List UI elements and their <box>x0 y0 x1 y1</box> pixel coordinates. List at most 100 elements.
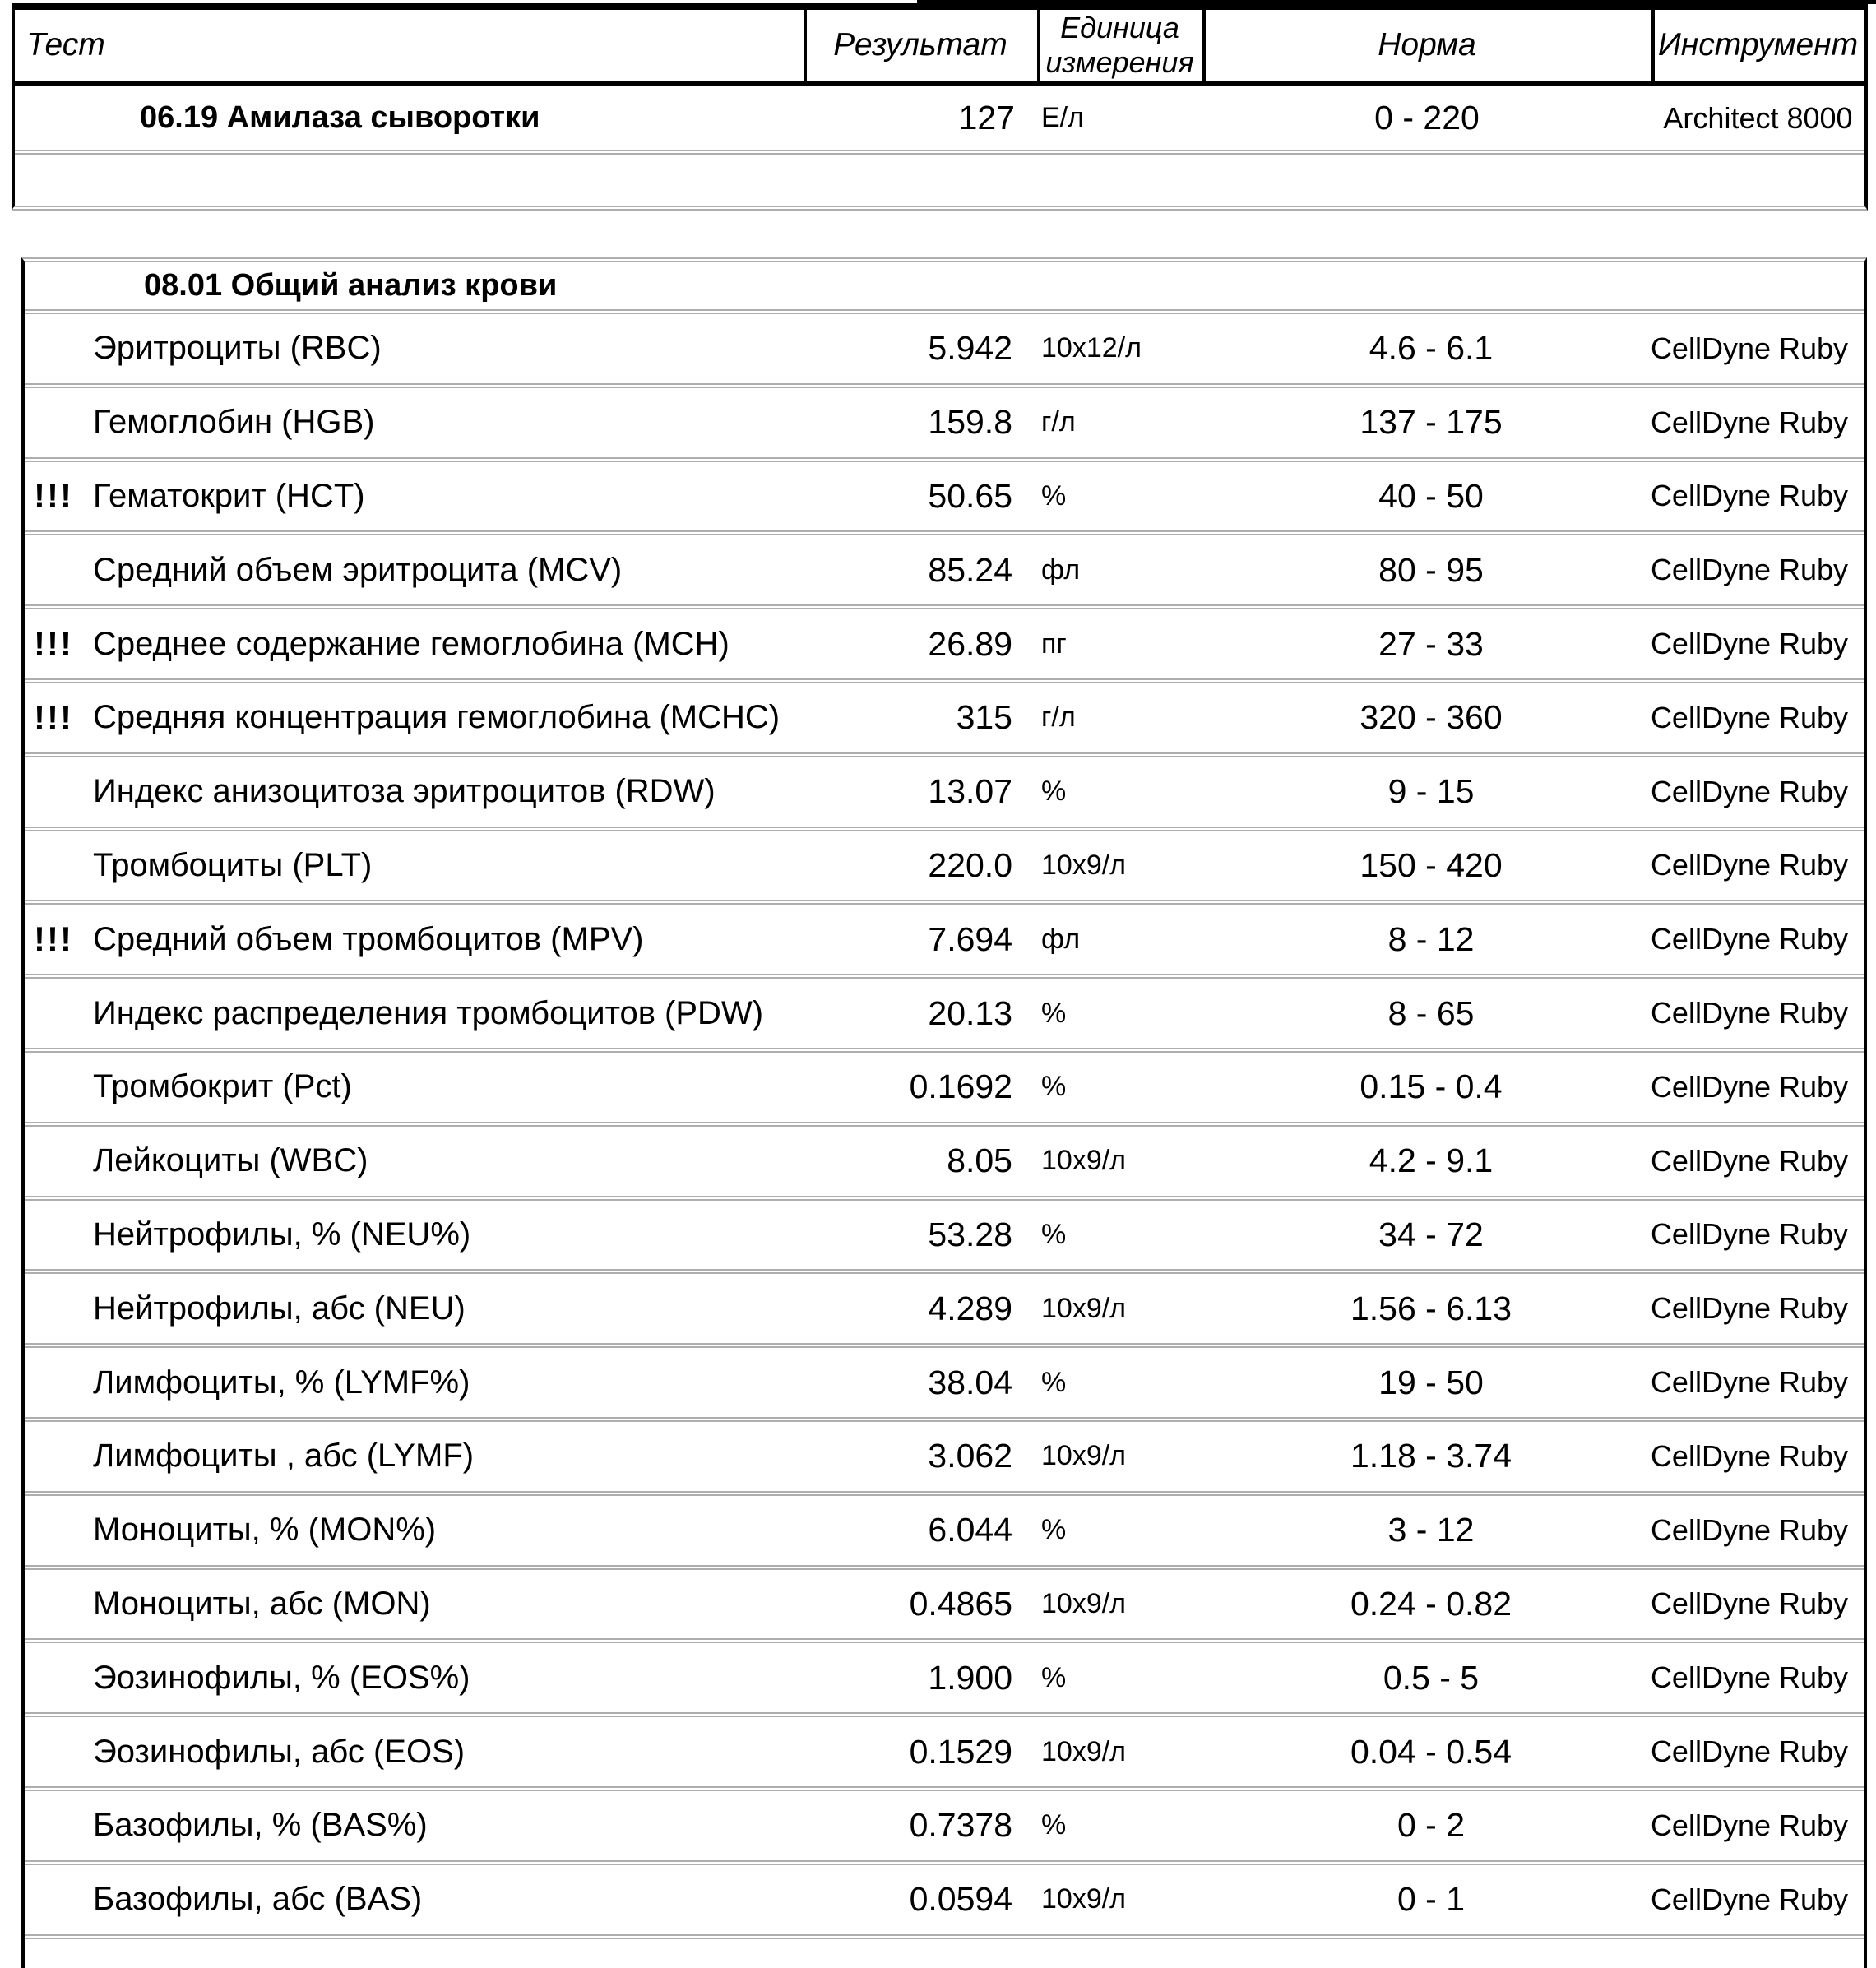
result-value: 5.942 <box>928 329 1012 368</box>
result-value: 127 <box>958 99 1015 137</box>
test-name: Средний объем тромбоцитов (MPV) <box>93 920 644 957</box>
abnormal-flag <box>34 1865 86 1934</box>
norm-range: 8 - 12 <box>1387 919 1475 958</box>
test-name: Базофилы, абс (BAS) <box>93 1881 423 1918</box>
result-value: 159.8 <box>928 403 1012 442</box>
abnormal-flag <box>34 1791 86 1860</box>
test-name: Эозинофилы, абс (EOS) <box>93 1733 466 1770</box>
table-row: Эритроциты (RBC) 5.942 10x12/л 4.6 - 6.1… <box>25 314 1864 388</box>
unit-value: % <box>1041 776 1067 808</box>
amylase-table: Тест Результат Единица измерения Норма И… <box>12 3 1868 211</box>
table-row: Нейтрофилы, абс (NEU) 4.289 10x9/л 1.56 … <box>25 1274 1864 1349</box>
abnormal-flag <box>34 388 86 457</box>
result-value: 0.1692 <box>909 1067 1012 1106</box>
result-value: 13.07 <box>928 772 1012 811</box>
abnormal-flag <box>34 1643 86 1712</box>
abnormal-flag <box>34 1496 86 1565</box>
result-value: 0.4865 <box>909 1584 1012 1623</box>
cbc-rows-container: Эритроциты (RBC) 5.942 10x12/л 4.6 - 6.1… <box>25 314 1864 1939</box>
norm-range: 8 - 65 <box>1387 993 1475 1032</box>
table-row: Лимфоциты, % (LYMF%) 38.04 % 19 - 50 Cel… <box>25 1348 1864 1422</box>
norm-range: 1.18 - 3.74 <box>1350 1437 1512 1475</box>
test-name: Гематокрит (HCT) <box>93 477 365 514</box>
test-name: Моноциты, % (MON%) <box>93 1512 437 1549</box>
instrument-name: CellDyne Ruby <box>1650 1143 1849 1178</box>
abnormal-flag <box>34 1053 86 1122</box>
table-row: Средний объем эритроцита (MCV) 85.24 фл … <box>25 535 1864 610</box>
unit-value: 10x12/л <box>1041 332 1142 364</box>
table-row: !!! Среднее содержание гемоглобина (MCH)… <box>25 609 1864 683</box>
unit-value: 10x9/л <box>1041 849 1127 881</box>
table-row: Тромбокрит (Pct) 0.1692 % 0.15 - 0.4 Cel… <box>25 1053 1864 1127</box>
norm-range: 0.24 - 0.82 <box>1350 1584 1512 1623</box>
table-row: Нейтрофилы, % (NEU%) 53.28 % 34 - 72 Cel… <box>25 1201 1864 1275</box>
table-row: Моноциты, % (MON%) 6.044 % 3 - 12 CellDy… <box>25 1496 1864 1570</box>
table-row: Моноциты, абс (MON) 0.4865 10x9/л 0.24 -… <box>25 1570 1864 1644</box>
result-value: 7.694 <box>928 919 1012 958</box>
result-value: 53.28 <box>928 1215 1012 1253</box>
norm-range: 80 - 95 <box>1378 550 1484 589</box>
test-name: Гемоглобин (HGB) <box>93 404 375 441</box>
norm-range: 27 - 33 <box>1378 624 1484 663</box>
abnormal-flag <box>34 1274 86 1343</box>
section-title: 08.01 Общий анализ крови <box>144 268 558 303</box>
instrument-name: CellDyne Ruby <box>1650 1660 1849 1695</box>
result-value: 20.13 <box>928 993 1012 1032</box>
unit-value: г/л <box>1041 406 1076 438</box>
column-divider <box>1651 10 1655 81</box>
test-name: Тромбоциты (PLT) <box>93 846 373 883</box>
test-name: 06.19 Амилаза сыворотки <box>140 100 540 135</box>
norm-range: 9 - 15 <box>1387 772 1475 811</box>
norm-range: 137 - 175 <box>1360 403 1503 442</box>
norm-range: 0.04 - 0.54 <box>1350 1732 1512 1771</box>
table-row: Лейкоциты (WBC) 8.05 10x9/л 4.2 - 9.1 Ce… <box>25 1127 1864 1201</box>
table-row: Эозинофилы, % (EOS%) 1.900 % 0.5 - 5 Cel… <box>25 1643 1864 1718</box>
table-row: Базофилы, % (BAS%) 0.7378 % 0 - 2 CellDy… <box>25 1791 1864 1865</box>
abnormal-flag <box>34 1127 86 1196</box>
instrument-name: CellDyne Ruby <box>1650 700 1849 734</box>
test-name: Лимфоциты , абс (LYMF) <box>93 1438 475 1475</box>
unit-value: % <box>1041 1218 1067 1250</box>
instrument-name: CellDyne Ruby <box>1650 996 1849 1030</box>
result-value: 0.1529 <box>909 1732 1012 1771</box>
table-row: Тромбоциты (PLT) 220.0 10x9/л 150 - 420 … <box>25 831 1864 905</box>
instrument-name: CellDyne Ruby <box>1650 922 1849 956</box>
test-name: Индекс распределения тромбоцитов (PDW) <box>93 994 764 1031</box>
instrument-name: CellDyne Ruby <box>1650 1734 1849 1769</box>
instrument-name: CellDyne Ruby <box>1650 1438 1849 1473</box>
result-value: 315 <box>956 698 1012 737</box>
unit-value: 10x9/л <box>1041 1883 1127 1915</box>
table-row: Индекс анизоцитоза эритроцитов (RDW) 13.… <box>25 757 1864 831</box>
abnormal-flag: !!! <box>34 919 73 959</box>
norm-range: 19 - 50 <box>1378 1363 1484 1401</box>
test-name: Тромбокрит (Pct) <box>93 1068 352 1105</box>
test-name: Моноциты, абс (MON) <box>93 1585 431 1622</box>
norm-range: 40 - 50 <box>1378 476 1484 515</box>
result-value: 0.0594 <box>909 1880 1012 1919</box>
header-instrument: Инструмент <box>1657 27 1859 63</box>
test-name: Среднее содержание гемоглобина (MCH) <box>93 625 730 662</box>
header-unit: Единица измерения <box>1045 10 1194 79</box>
norm-range: 0 - 1 <box>1397 1880 1466 1919</box>
abnormal-flag <box>34 1348 86 1417</box>
header-result: Результат <box>833 27 1007 63</box>
unit-value: % <box>1041 1661 1067 1693</box>
test-name: Индекс анизоцитоза эритроцитов (RDW) <box>93 773 716 810</box>
abnormal-flag <box>34 314 86 383</box>
table-header-row: Тест Результат Единица измерения Норма И… <box>15 10 1864 86</box>
abnormal-flag: !!! <box>34 697 73 737</box>
abnormal-flag <box>34 757 86 827</box>
unit-value: пг <box>1041 627 1067 660</box>
unit-value: фл <box>1041 923 1081 955</box>
unit-value: % <box>1041 1809 1067 1841</box>
result-value: 8.05 <box>947 1141 1012 1180</box>
result-value: 6.044 <box>928 1511 1012 1549</box>
norm-range: 0 - 2 <box>1397 1806 1466 1845</box>
norm-range: 0.5 - 5 <box>1383 1658 1480 1697</box>
result-value: 85.24 <box>928 550 1012 589</box>
instrument-name: CellDyne Ruby <box>1650 1882 1849 1916</box>
unit-value: 10x9/л <box>1041 1292 1127 1324</box>
norm-range: 1.56 - 6.13 <box>1350 1289 1512 1327</box>
column-divider <box>1202 10 1206 81</box>
unit-value: 10x9/л <box>1041 1735 1127 1767</box>
